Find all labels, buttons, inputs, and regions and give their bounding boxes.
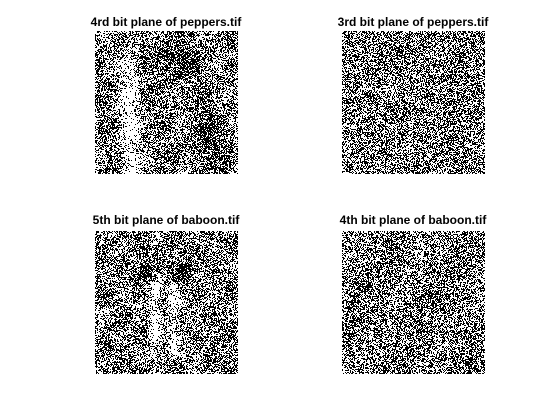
panel-title-2: 3rd bit plane of peppers.tif: [337, 15, 489, 29]
panel-title-3: 5th bit plane of baboon.tif: [92, 213, 240, 227]
panel-title-4: 4th bit plane of baboon.tif: [339, 213, 487, 227]
bit-plane-image-2: [342, 31, 485, 174]
panel-title-1: 4rd bit plane of peppers.tif: [90, 15, 242, 29]
bit-plane-image-4: [342, 231, 485, 374]
bit-plane-image-3: [95, 231, 238, 374]
bit-plane-image-1: [95, 31, 238, 174]
